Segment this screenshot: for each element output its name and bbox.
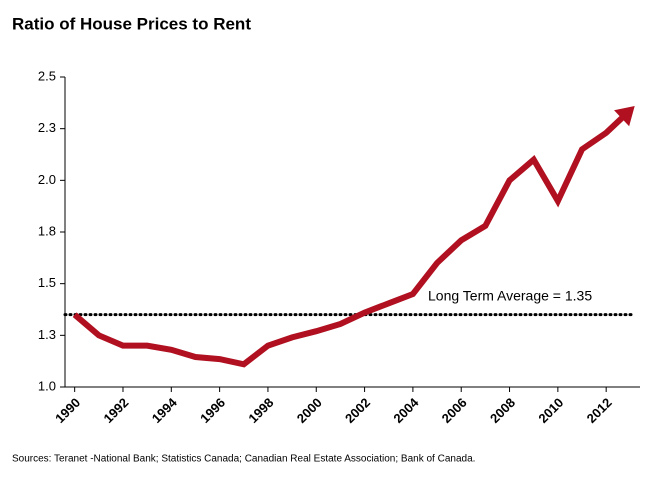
x-tick-label: 2004: [390, 394, 422, 426]
x-tick-label: 2002: [342, 395, 373, 426]
x-tick-label: 2000: [294, 395, 325, 426]
reference-label: Long Term Average = 1.35: [428, 287, 592, 303]
x-tick-label: 1994: [149, 394, 181, 426]
y-tick-label: 1.5: [38, 275, 56, 290]
arrow-head: [614, 105, 635, 127]
chart-title: Ratio of House Prices to Rent: [12, 14, 251, 33]
source-note: Sources: Teranet -National Bank; Statist…: [12, 454, 475, 465]
y-tick-label: 2.5: [38, 68, 56, 83]
x-tick-label: 1998: [245, 395, 276, 426]
x-tick-label: 1996: [197, 395, 228, 426]
x-tick-label: 2012: [584, 395, 615, 426]
y-tick-label: 2.3: [38, 120, 56, 135]
x-tick-label: 2008: [487, 395, 518, 426]
y-tick-label: 2.0: [38, 172, 56, 187]
y-tick-label: 1.0: [38, 378, 56, 393]
data-line: [72, 107, 633, 368]
x-tick-label: 1992: [100, 395, 131, 426]
y-tick-label: 1.8: [38, 223, 56, 238]
x-tick-label: 2010: [535, 395, 566, 426]
x-tick-label: 1990: [52, 395, 83, 426]
x-tick-label: 2006: [439, 395, 470, 426]
y-tick-label: 1.3: [38, 327, 56, 342]
